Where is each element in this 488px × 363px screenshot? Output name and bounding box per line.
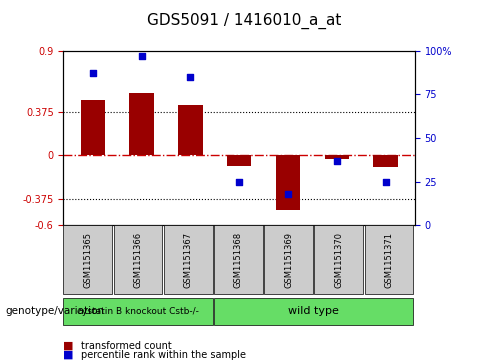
Point bbox=[235, 179, 243, 184]
Text: GSM1151368: GSM1151368 bbox=[234, 232, 243, 287]
Point bbox=[89, 70, 97, 76]
Bar bbox=[276, 155, 300, 210]
Text: GSM1151369: GSM1151369 bbox=[284, 232, 293, 287]
Text: ■: ■ bbox=[63, 350, 74, 360]
Text: GSM1151370: GSM1151370 bbox=[334, 232, 343, 287]
Point bbox=[186, 74, 194, 80]
Text: transformed count: transformed count bbox=[81, 340, 171, 351]
Bar bbox=[227, 155, 251, 166]
Point bbox=[284, 191, 292, 197]
Bar bbox=[178, 105, 203, 155]
Text: wild type: wild type bbox=[288, 306, 339, 316]
Text: GSM1151366: GSM1151366 bbox=[134, 232, 142, 287]
Point bbox=[382, 179, 389, 184]
Text: cystatin B knockout Cstb-/-: cystatin B knockout Cstb-/- bbox=[77, 307, 199, 316]
Text: percentile rank within the sample: percentile rank within the sample bbox=[81, 350, 245, 360]
Text: GSM1151365: GSM1151365 bbox=[83, 232, 92, 287]
Text: GSM1151371: GSM1151371 bbox=[385, 232, 393, 287]
Point bbox=[333, 158, 341, 163]
Text: genotype/variation: genotype/variation bbox=[5, 306, 104, 316]
Point bbox=[138, 53, 145, 59]
Bar bbox=[373, 155, 398, 167]
Bar bbox=[129, 93, 154, 155]
Text: GSM1151367: GSM1151367 bbox=[183, 232, 193, 287]
Bar bbox=[325, 155, 349, 159]
Bar bbox=[81, 99, 105, 155]
Text: GDS5091 / 1416010_a_at: GDS5091 / 1416010_a_at bbox=[147, 13, 341, 29]
Text: ■: ■ bbox=[63, 340, 74, 351]
